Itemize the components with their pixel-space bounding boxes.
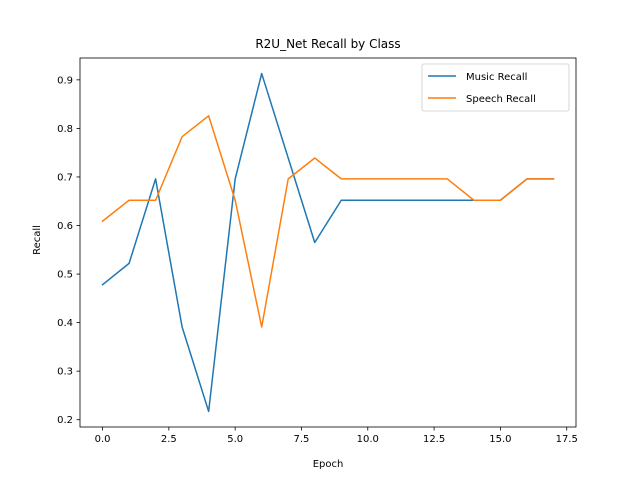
x-axis-label: Epoch [313,459,344,470]
y-axis-label: Recall [32,225,43,255]
legend-box [421,63,570,112]
plot-area: 0.0 2.5 5.0 7.5 10.0 12.5 15.0 17.5 0.2 0.3 0.4 0.5… [57,57,578,445]
x-tick-label: 0.0 [95,434,111,445]
legend: Music Recall Speech Recall [421,63,570,112]
x-tick-label: 15.0 [489,434,511,445]
chart-title: R2U_Net Recall by Class [255,37,400,51]
y-tick-label: 0.2 [57,415,73,426]
y-tick-label: 0.3 [57,367,73,378]
y-tick-label: 0.7 [57,172,73,183]
x-tick-label: 7.5 [294,434,310,445]
x-tick-label: 5.0 [227,434,243,445]
legend-label-2: Speech Recall [466,94,536,105]
y-tick-label: 0.9 [57,75,73,86]
y-tick-label: 0.8 [57,124,73,135]
y-tick-label: 0.5 [57,270,73,281]
y-tick-label: 0.4 [57,318,73,329]
series-line-2 [101,115,555,328]
x-tick-label: 2.5 [161,434,177,445]
legend-label-1: Music Recall [466,72,527,83]
x-tick-label: 10.0 [357,434,379,445]
axes-frame [79,57,577,428]
x-tick-label: 17.5 [556,434,578,445]
y-tick-label: 0.6 [57,221,73,232]
x-tick-label: 12.5 [423,434,445,445]
